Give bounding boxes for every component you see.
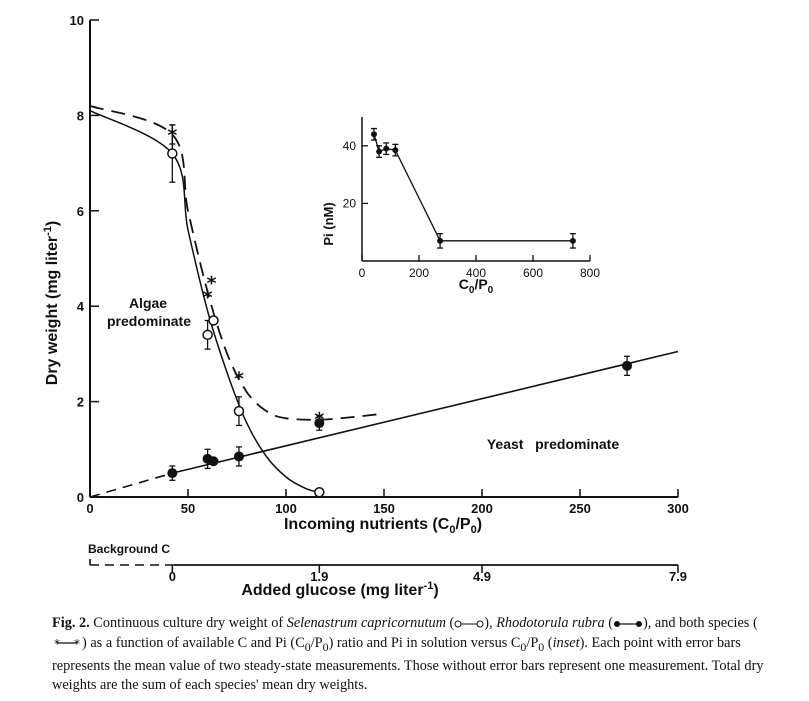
main-y-tick-label: 0 [77,490,84,505]
inset-x-tick-label: 200 [409,266,429,280]
annotation-algae-line1: Algae [129,295,167,311]
inset-pi-point [376,148,383,155]
main-y-tick-label: 2 [77,395,84,410]
yeast-point [208,456,219,467]
inset-x-tick-label: 600 [523,266,543,280]
yeast-curve-extrapolated [89,472,173,498]
inset-x-tick-label: 400 [466,266,486,280]
caption-text-4: ( [604,615,613,631]
caption-sub-4: 0 [538,639,545,654]
caption-star-legend-icon: * * [54,637,80,651]
caption-inset: inset [552,634,580,651]
caption-text-6: ) as a function of available C and Pi (C [82,634,305,651]
inset-pi-point [383,145,390,152]
annotation-yeast: Yeast predominate [487,436,619,452]
inset-x-axis-label-sub2: 0 [488,285,494,296]
caption-sub-2: 0 [322,639,329,654]
caption-text-3: ), [484,615,497,631]
main-x-axis-label: Incoming nutrients (C0/P0) [284,516,482,536]
glucose-tick-label: 7.9 [669,569,687,584]
inset-pi-line [373,134,573,242]
caption-text-2: ( [445,615,455,631]
caption-label: Fig. 2. [52,615,90,631]
inset-y-tick-label: 40 [343,139,357,153]
caption-text-9: /P [526,634,539,651]
inset-y-tick-label: 20 [343,196,357,210]
caption-sub-1: 0 [304,639,311,654]
caption-sub-3: 0 [520,639,527,654]
inset-pi-point [437,237,444,244]
glucose-tick-label: 0 [169,569,176,584]
algae-point [233,405,245,417]
inset-y-axis-label: Pi (nM) [321,202,336,245]
caption-text-7: /P [310,634,323,651]
algae-point [208,315,219,326]
main-x-axis-label-sub2: 0 [471,524,477,536]
combined-curve [89,105,385,421]
algae-point [167,148,178,159]
glucose-tick-label: 4.9 [473,569,491,584]
inset-x-axis-label-sub1: 0 [469,285,475,296]
yeast-point [622,360,633,371]
inset-x-axis-label: C0/P0 [459,276,494,296]
main-y-axis-label-sup: -1 [42,226,54,236]
algae-curve [89,109,320,493]
algae-point [314,486,325,498]
main-x-tick-label: 200 [471,501,493,516]
glucose-tick-label: 1.9 [310,569,328,584]
inset-chart: 0 200 400 600 800 20 40 Pi (nM) C0/P0 [321,117,600,296]
main-x-tick-label: 100 [275,501,297,516]
yeast-point [233,451,244,462]
caption-species-1: Selenastrum capricornutum [286,615,446,631]
main-x-axis-label-sub1: 0 [449,524,455,536]
algae-point [202,329,213,341]
main-y-tick-label: 4 [77,299,85,314]
main-y-tick-label: 10 [70,13,84,28]
inset-pi-point [392,147,399,154]
inset-x-tick-label: 800 [580,266,600,280]
caption-species-2: Rhodotorula rubra [496,615,605,631]
main-y-axis-label: Dry weight (mg liter-1) [42,221,61,385]
main-x-tick-label: 150 [373,501,395,516]
annotation-algae-line2: predominate [107,313,191,329]
inset-pi-point [569,237,576,244]
main-x-tick-label: 300 [667,501,689,516]
caption-open-circle-legend-icon [454,620,484,628]
main-x-tick-label: 250 [569,501,591,516]
svg-text:*: * [54,638,60,648]
glucose-axis: Background C 0 1.9 4.9 7.9 Added glucose (m… [88,542,687,599]
caption-filled-circle-legend-icon [613,620,642,627]
yeast-point [167,468,178,479]
inset-pi-point [370,131,377,138]
combined-point: * [167,124,177,146]
main-x-tick-label: 0 [86,501,93,516]
glucose-axis-label-sup: -1 [424,580,434,592]
combined-point: * [207,272,217,294]
glucose-axis-label: Added glucose (mg liter-1) [241,580,438,599]
main-y-tick-label: 6 [77,204,84,219]
combined-point: * [203,287,213,309]
caption-text-5: ), and both species ( [642,615,758,631]
svg-text:*: * [74,638,80,648]
inset-x-tick-label: 0 [359,266,366,280]
figure-caption: Fig. 2. Continuous culture dry weight of… [52,614,767,696]
combined-point: * [234,368,244,390]
caption-text-8: ) ratio and Pi in solution versus C [328,634,521,651]
caption-text-11: ). Each point with error bars represents… [52,634,764,694]
yeast-curve [172,350,679,474]
yeast-point [314,418,325,429]
main-y-tick-label: 8 [77,108,84,123]
caption-text-10: ( [544,634,553,651]
caption-text-1: Continuous culture dry weight of [89,615,287,631]
background-c-label: Background C [88,542,170,556]
main-x-tick-label: 50 [181,501,195,516]
